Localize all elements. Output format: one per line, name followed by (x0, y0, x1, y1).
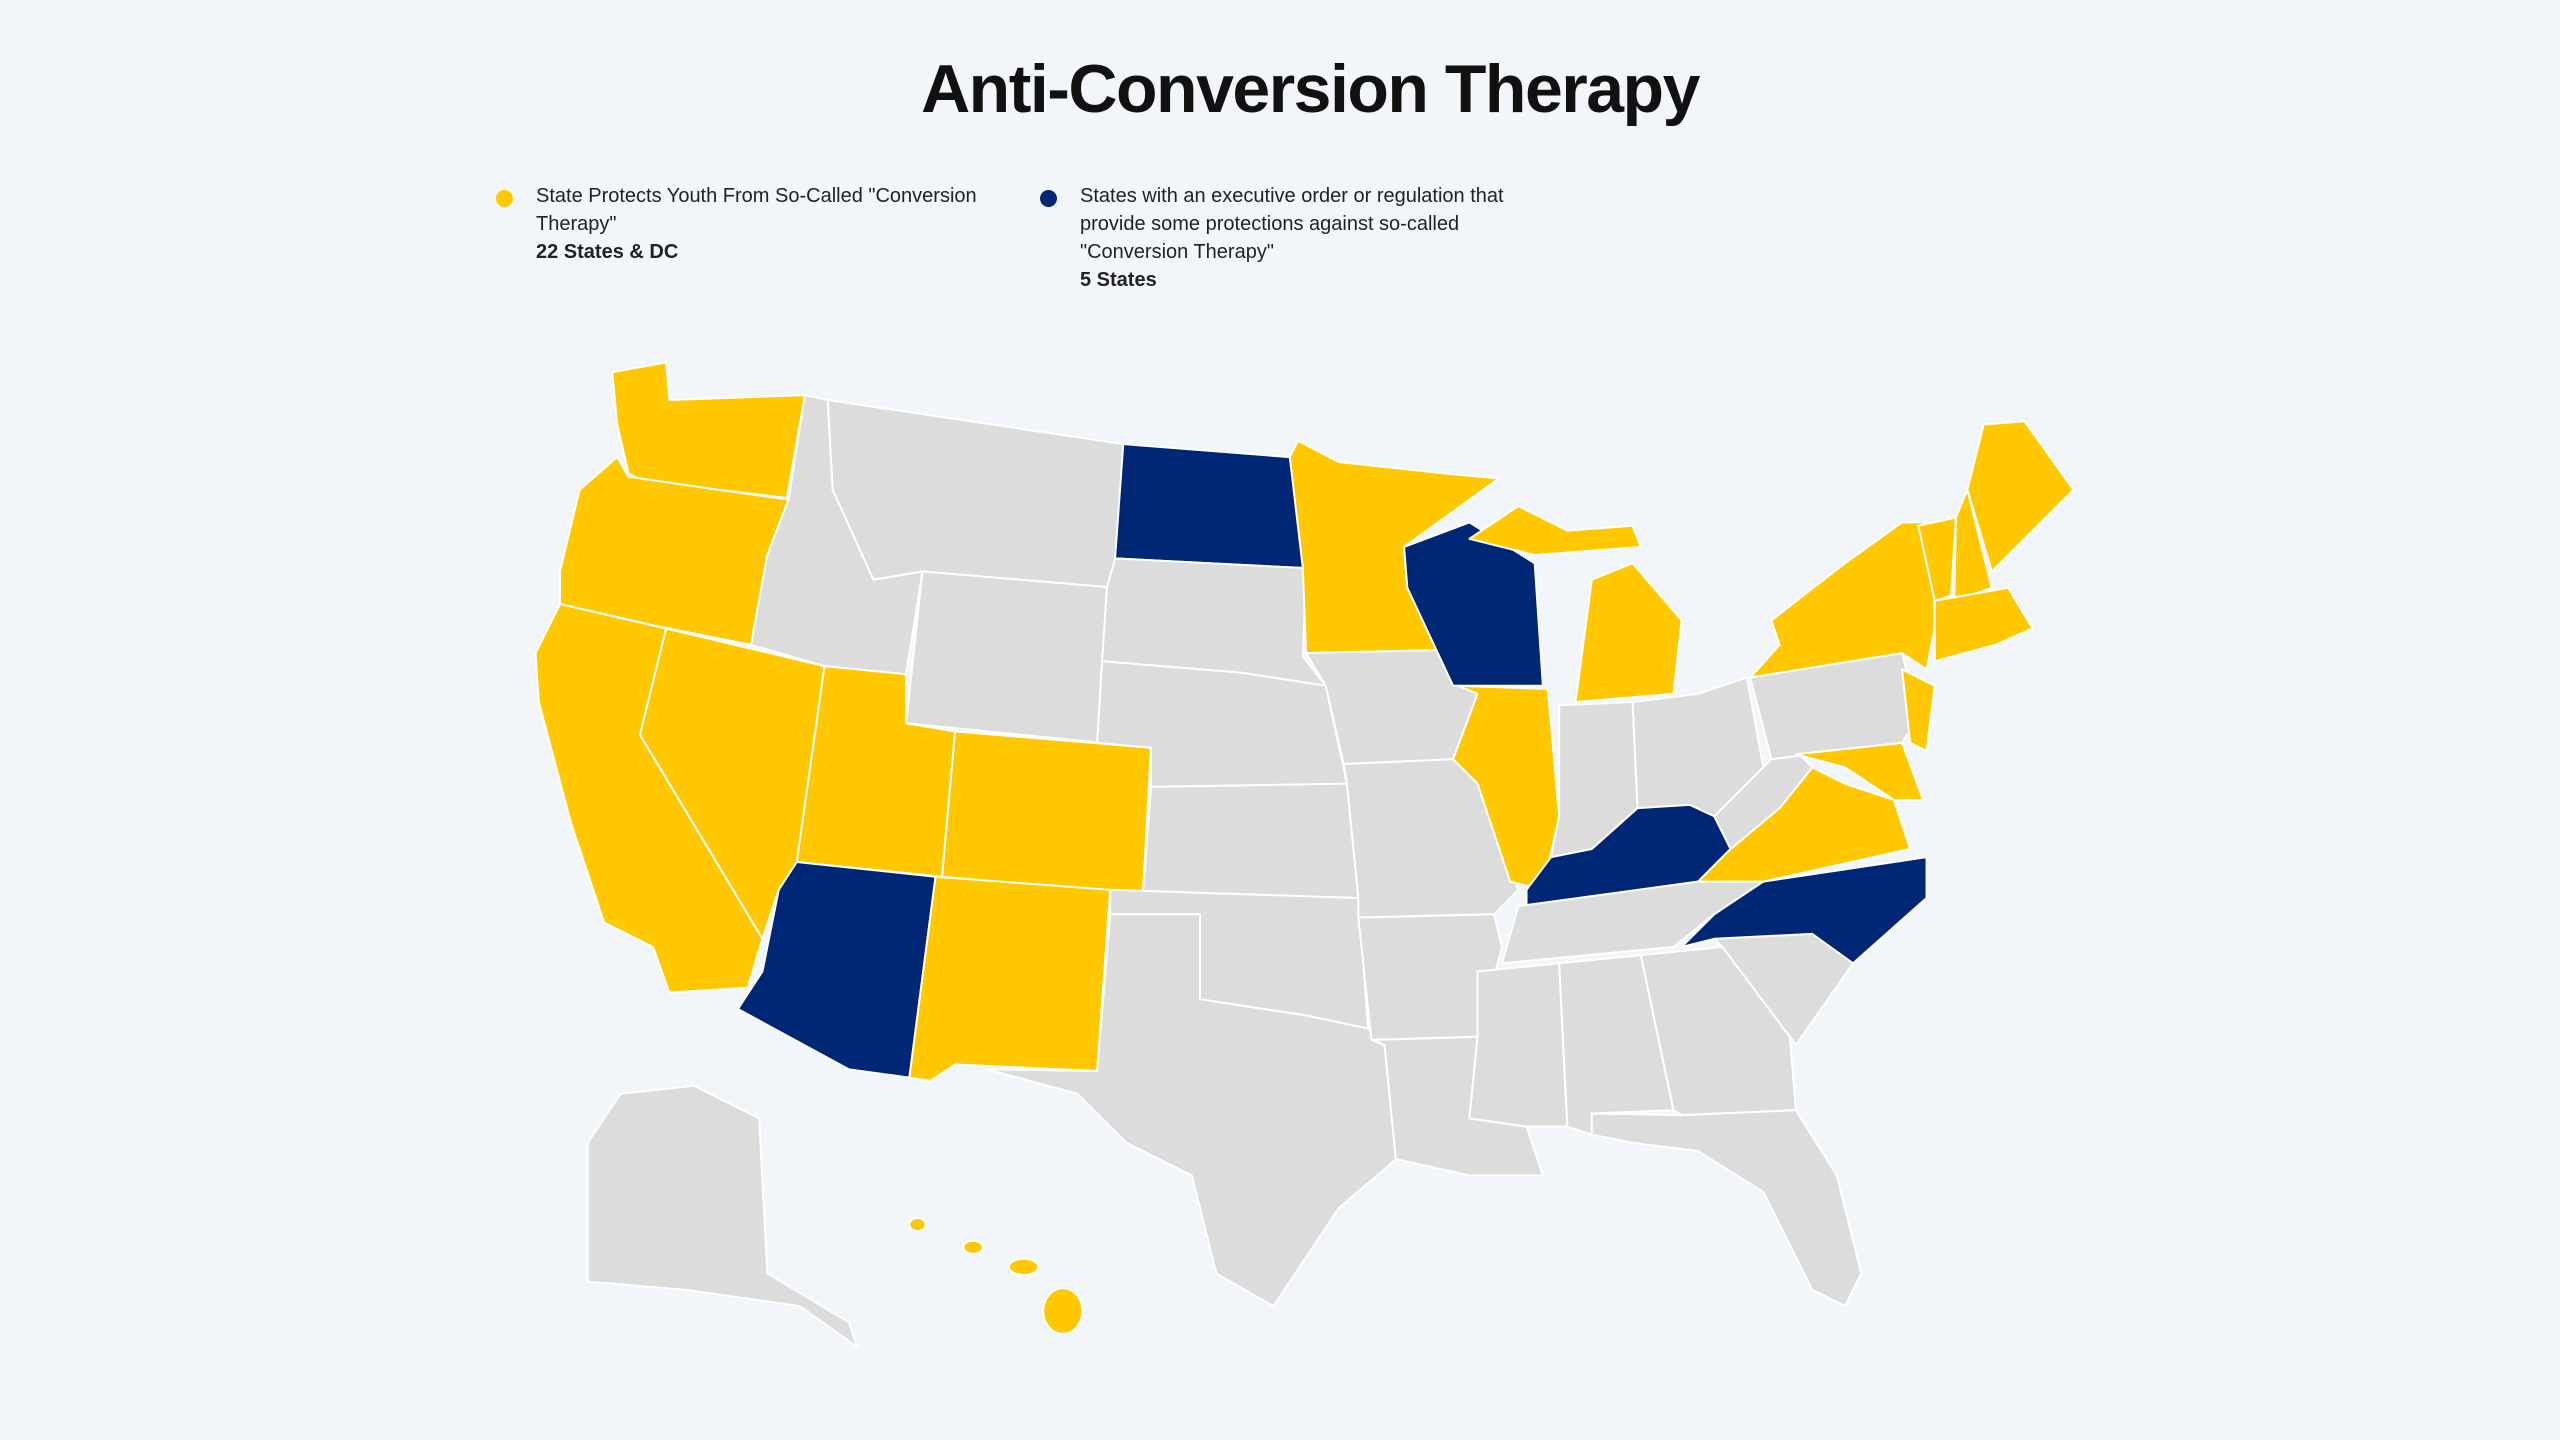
state (1468, 962, 1569, 1128)
state (1008, 1257, 1040, 1277)
legend-label: States with an executive order or regula… (1080, 185, 1504, 263)
state (1403, 521, 1544, 687)
legend-count: 22 States & DC (536, 241, 679, 263)
legend-dot (496, 190, 513, 207)
state (1794, 741, 1925, 801)
state (1953, 488, 1993, 602)
state (1680, 856, 1928, 965)
state (1452, 684, 1561, 891)
state (908, 1216, 927, 1233)
legend-item: State Protects Youth From So-Called "Con… (496, 182, 986, 266)
state (1933, 586, 2034, 663)
state (1574, 562, 1683, 704)
state (905, 570, 1117, 744)
state (826, 399, 1125, 589)
state (1917, 516, 1957, 602)
state (908, 875, 1112, 1082)
state (1749, 521, 1936, 679)
state (1590, 1109, 1863, 1308)
state (1713, 741, 1814, 850)
legend-label: State Protects Youth From So-Called "Con… (536, 185, 977, 235)
state (941, 730, 1152, 896)
state (1114, 443, 1308, 570)
state (586, 1084, 859, 1348)
legend-item: States with an executive order or regula… (1040, 182, 1530, 294)
title: Anti-Conversion Therapy (921, 51, 1700, 127)
legend-dot (1040, 190, 1057, 207)
state (1966, 420, 2075, 573)
legend-count: 5 States (1080, 269, 1157, 291)
state (1042, 1287, 1084, 1335)
state (986, 913, 1397, 1308)
state (1901, 668, 1936, 752)
state (962, 1239, 984, 1255)
state (1141, 782, 1360, 899)
state (1468, 505, 1642, 557)
